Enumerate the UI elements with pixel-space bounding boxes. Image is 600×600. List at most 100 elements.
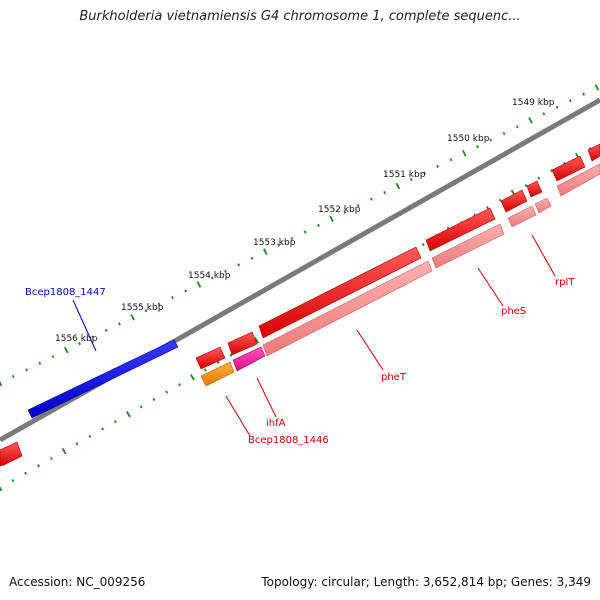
outer-ruler-minor-tick xyxy=(303,230,307,234)
outer-ruler-minor-tick xyxy=(582,92,586,96)
inner-ruler-minor-tick xyxy=(37,464,40,468)
gene-right[interactable] xyxy=(556,163,600,197)
label-phes[interactable]: pheS xyxy=(501,306,526,317)
outer-ruler-major-tick xyxy=(0,380,3,387)
cds-right-b[interactable] xyxy=(587,143,600,162)
inner-ruler-minor-tick xyxy=(24,471,28,475)
outer-ruler-minor-tick xyxy=(224,269,227,273)
inner-ruler-minor-tick xyxy=(114,420,117,424)
outer-ruler-minor-tick xyxy=(502,131,506,136)
outer-ruler-minor-tick xyxy=(104,328,108,333)
ruler-label-1555: 1555 kbp xyxy=(121,303,164,313)
cds-small-a[interactable] xyxy=(195,346,226,370)
inner-ruler-minor-tick xyxy=(216,361,220,365)
inner-ruler-minor-tick xyxy=(11,479,15,483)
outer-ruler-major-tick xyxy=(395,182,401,190)
inner-ruler-minor-tick xyxy=(486,206,489,210)
ruler-label-1550: 1550 kbp xyxy=(447,134,490,144)
inner-ruler-major-tick xyxy=(61,447,67,455)
outer-ruler-minor-tick xyxy=(343,210,347,214)
outer-ruler-minor-tick xyxy=(290,236,294,241)
inner-ruler-minor-tick xyxy=(524,183,528,188)
outer-ruler-minor-tick xyxy=(370,197,373,201)
gene-rplt-b[interactable] xyxy=(534,197,552,214)
label-rplt[interactable]: rplT xyxy=(555,277,575,288)
cds-phet[interactable] xyxy=(258,246,422,339)
outer-ruler-minor-tick xyxy=(51,355,55,359)
outer-ruler-minor-tick xyxy=(356,204,360,208)
cds-phes[interactable] xyxy=(425,207,496,252)
ruler-labels: 1549 kbp 1550 kbp 1551 kbp 1552 kbp 1553… xyxy=(55,98,555,344)
label-bcep1808-1446[interactable]: Bcep1808_1446 xyxy=(248,435,329,446)
inner-ruler-minor-tick xyxy=(139,405,143,409)
outer-ruler-major-tick xyxy=(594,84,600,91)
sequence-stats-text: Topology: circular; Length: 3,652,814 bp… xyxy=(261,575,591,589)
ruler-label-1553: 1553 kbp xyxy=(253,238,296,248)
outer-ruler-minor-tick xyxy=(555,105,559,109)
outer-ruler-minor-tick xyxy=(277,243,280,247)
gene-bcep1808-1446[interactable] xyxy=(200,361,235,387)
outer-ruler-minor-tick xyxy=(78,341,82,346)
outer-ruler-minor-tick xyxy=(184,289,188,293)
outer-ruler-major-tick xyxy=(64,346,69,354)
outer-ruler-minor-tick xyxy=(91,335,95,339)
outer-ruler-minor-tick xyxy=(316,223,320,227)
feature-bcep1808-1447[interactable] xyxy=(27,339,179,419)
outer-ruler-minor-tick xyxy=(409,177,413,182)
leader-bcep1808-1446 xyxy=(225,395,251,437)
outer-ruler-minor-tick xyxy=(383,191,387,195)
inner-ruler-minor-tick xyxy=(75,442,79,446)
inner-ruler-minor-tick xyxy=(421,242,425,247)
outer-ruler-minor-tick xyxy=(449,158,453,162)
gene-phet[interactable] xyxy=(262,260,433,357)
leader-ihfa xyxy=(256,377,277,418)
inner-ruler-minor-tick xyxy=(178,383,182,387)
inner-ruler-major-tick xyxy=(254,337,259,344)
cds-small-b[interactable] xyxy=(227,331,258,356)
outer-ruler-minor-tick xyxy=(144,309,148,313)
label-bcep1808-1447[interactable]: Bcep1808_1447 xyxy=(25,287,106,298)
cds-right-a[interactable] xyxy=(551,155,586,182)
outer-ruler-minor-tick xyxy=(515,125,519,129)
outer-ruler-minor-tick xyxy=(11,374,15,378)
outer-ruler-minor-tick xyxy=(25,368,28,372)
outer-ruler-minor-tick xyxy=(489,138,493,142)
outer-ruler-minor-tick xyxy=(250,256,254,260)
outer-ruler-minor-tick xyxy=(117,322,121,326)
inner-ruler-minor-tick xyxy=(88,434,92,438)
inner-ruler-minor-tick xyxy=(101,427,105,431)
inner-ruler-minor-tick xyxy=(49,456,53,461)
inner-ruler-minor-tick xyxy=(152,397,156,402)
label-phet[interactable]: pheT xyxy=(381,372,407,383)
ruler-label-1549: 1549 kbp xyxy=(512,98,555,108)
outer-ruler-major-tick xyxy=(528,117,533,124)
outer-ruler-major-tick xyxy=(196,281,202,288)
gene-ihfa[interactable] xyxy=(232,346,266,372)
outer-ruler-minor-tick xyxy=(171,296,174,300)
outer-ruler-major-tick xyxy=(329,215,334,223)
leader-rplt xyxy=(531,234,556,277)
gene-features xyxy=(200,163,600,387)
inner-ruler-major-tick xyxy=(190,374,195,381)
outer-ruler-minor-tick xyxy=(436,164,440,168)
outer-ruler-minor-tick xyxy=(38,361,42,365)
inner-ruler-minor-tick xyxy=(229,353,233,357)
ruler-label-1551: 1551 kbp xyxy=(383,170,426,180)
inner-ruler-minor-tick xyxy=(550,169,554,173)
cds-bcep1808-1446[interactable] xyxy=(0,441,23,467)
gene-rplt-a[interactable] xyxy=(507,205,537,228)
gene-phes[interactable] xyxy=(431,223,505,269)
cds-rplt-b[interactable] xyxy=(526,180,543,198)
outer-ruler-minor-tick xyxy=(237,263,241,267)
cds-rplt-a[interactable] xyxy=(500,189,528,213)
ruler-label-1556: 1556 kbp xyxy=(55,334,98,344)
label-ihfa[interactable]: ihfA xyxy=(266,418,286,429)
cds-features xyxy=(0,143,600,467)
inner-ruler-major-tick xyxy=(0,486,3,492)
inner-ruler-minor-tick xyxy=(537,176,541,180)
outer-ruler-major-tick xyxy=(130,314,135,321)
leader-phes xyxy=(477,267,504,307)
outer-ruler-major-tick xyxy=(263,248,268,255)
inner-ruler-major-tick xyxy=(125,411,131,418)
ruler-label-1552: 1552 kbp xyxy=(318,205,361,215)
